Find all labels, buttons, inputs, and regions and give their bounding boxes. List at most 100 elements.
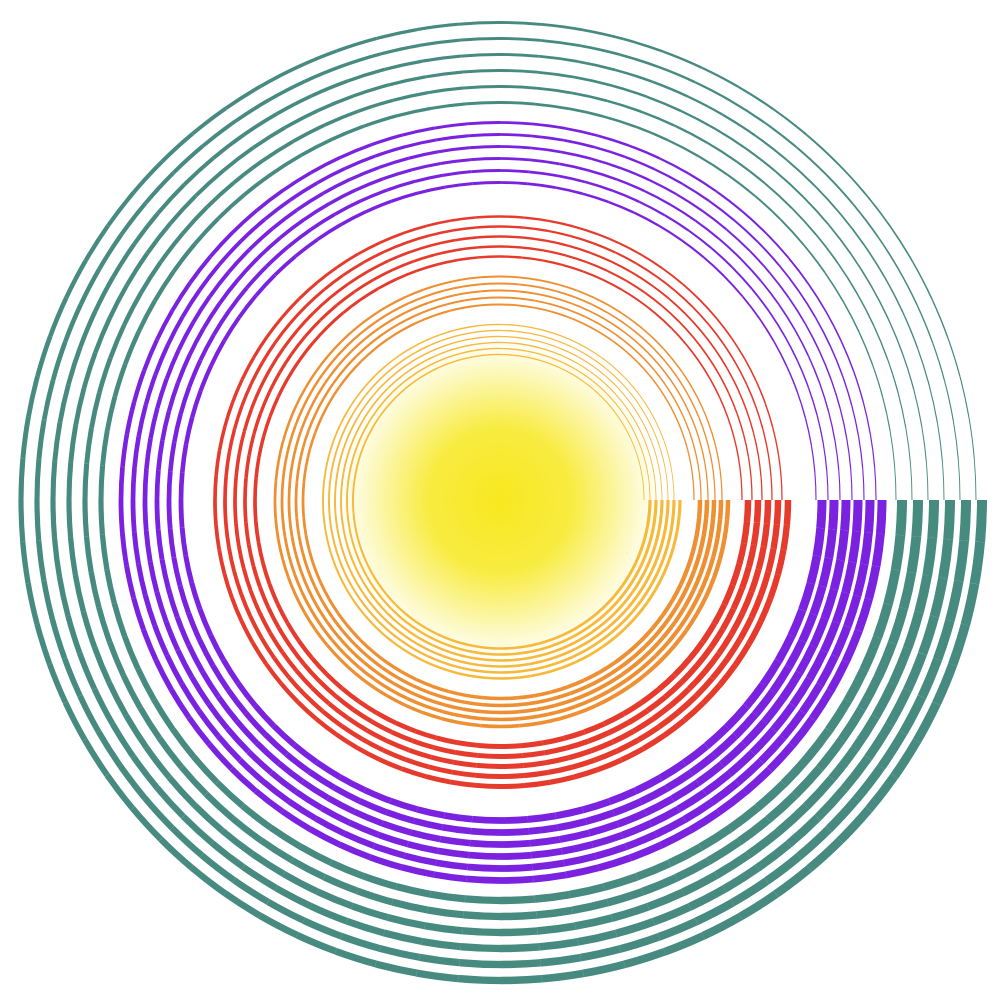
ring-segment	[308, 432, 317, 450]
ring-segment	[523, 760, 547, 769]
ring-segment	[556, 174, 586, 184]
ring-segment	[903, 652, 927, 692]
ring-segment	[412, 367, 425, 377]
ring-segment	[708, 518, 716, 538]
ring-segment	[386, 594, 397, 606]
ring-segment	[208, 270, 231, 298]
ring-segment	[668, 297, 687, 315]
ring-segment	[906, 535, 922, 574]
ring-segment	[944, 380, 954, 421]
ring-segment	[425, 627, 438, 636]
ring-segment	[514, 668, 531, 674]
ring-segment	[702, 770, 733, 796]
ring-segment	[614, 68, 653, 83]
ring	[243, 245, 762, 760]
ring-segment	[369, 397, 380, 410]
ring-segment	[346, 715, 369, 733]
ring-segment	[733, 219, 759, 243]
ring-segment	[656, 543, 664, 558]
ring-segment	[314, 397, 325, 415]
ring-segment	[527, 344, 541, 349]
ring-segment	[631, 580, 642, 594]
ring-segment	[334, 471, 339, 486]
ring-segment	[888, 606, 909, 645]
ring-segment	[440, 716, 462, 725]
ring-segment	[306, 569, 317, 588]
ring-segment	[183, 416, 195, 446]
ring-segment	[342, 458, 348, 473]
ring-segment	[396, 387, 407, 398]
ring-segment	[343, 830, 376, 849]
ring-segment	[471, 656, 487, 662]
ring-segment	[266, 898, 306, 924]
ring-segment	[527, 654, 542, 660]
ring-segment	[217, 549, 227, 575]
ring-segment	[888, 646, 912, 686]
ring-segment	[65, 615, 83, 654]
ring-segment	[537, 710, 558, 719]
ring-segment	[104, 568, 117, 605]
ring-segment	[555, 346, 570, 353]
ring-segment	[872, 602, 893, 640]
ring-segment	[354, 566, 363, 581]
ring-segment	[537, 70, 575, 79]
ring-segment	[287, 404, 298, 424]
ring-segment	[248, 227, 274, 251]
ring-segment	[644, 460, 649, 474]
ring-segment	[107, 283, 130, 319]
ring-segment	[208, 231, 234, 259]
ring-segment	[137, 706, 163, 741]
ring	[118, 121, 887, 884]
ring-segment	[499, 169, 529, 174]
ring-group-red	[213, 215, 792, 790]
ring-segment	[697, 155, 729, 176]
ring-segment	[697, 535, 706, 555]
ring-segment	[499, 911, 537, 921]
ring-segment	[610, 903, 650, 922]
ring-segment	[389, 797, 418, 813]
ring-segment	[132, 435, 142, 469]
ring-segment	[158, 232, 185, 264]
ring-segment	[633, 387, 644, 401]
ring-segment	[291, 445, 298, 464]
ring-segment	[273, 254, 297, 277]
ring-segment	[211, 133, 246, 160]
ring-segment	[41, 579, 56, 621]
ring-segment	[97, 233, 123, 270]
ring-segment	[438, 362, 451, 369]
ring-segment	[623, 322, 640, 336]
ring-segment	[248, 590, 262, 614]
ring-segment	[895, 499, 907, 536]
ring-segment	[571, 346, 585, 355]
ring-segment	[277, 761, 305, 785]
ring-segment	[550, 633, 564, 642]
ring-segment	[310, 155, 342, 175]
ring-segment	[595, 626, 609, 639]
ring-segment	[438, 146, 470, 154]
ring-segment	[155, 529, 165, 561]
ring-segment	[752, 431, 759, 455]
ring-segment	[828, 411, 836, 442]
ring-segment	[583, 670, 601, 683]
ring-segment	[499, 245, 523, 249]
ring-segment	[772, 108, 808, 136]
ring-segment	[418, 953, 460, 967]
ring-segment	[626, 639, 643, 655]
ring	[294, 296, 710, 708]
ring-segment	[635, 436, 642, 449]
ring-segment	[378, 584, 388, 596]
ring-segment	[471, 169, 501, 174]
ring-segment	[755, 780, 787, 811]
ring-segment	[261, 139, 294, 163]
ring-segment	[635, 859, 672, 881]
ring-segment	[171, 557, 183, 587]
ring-segment	[538, 938, 579, 951]
ring-segment	[253, 788, 284, 814]
ring-segment	[292, 742, 319, 765]
ring-segment	[349, 554, 357, 568]
ring-segment	[685, 343, 700, 362]
ring-segment	[107, 641, 127, 677]
ring-segment	[363, 613, 376, 627]
ring-segment	[697, 574, 710, 595]
ring-segment	[46, 662, 69, 704]
